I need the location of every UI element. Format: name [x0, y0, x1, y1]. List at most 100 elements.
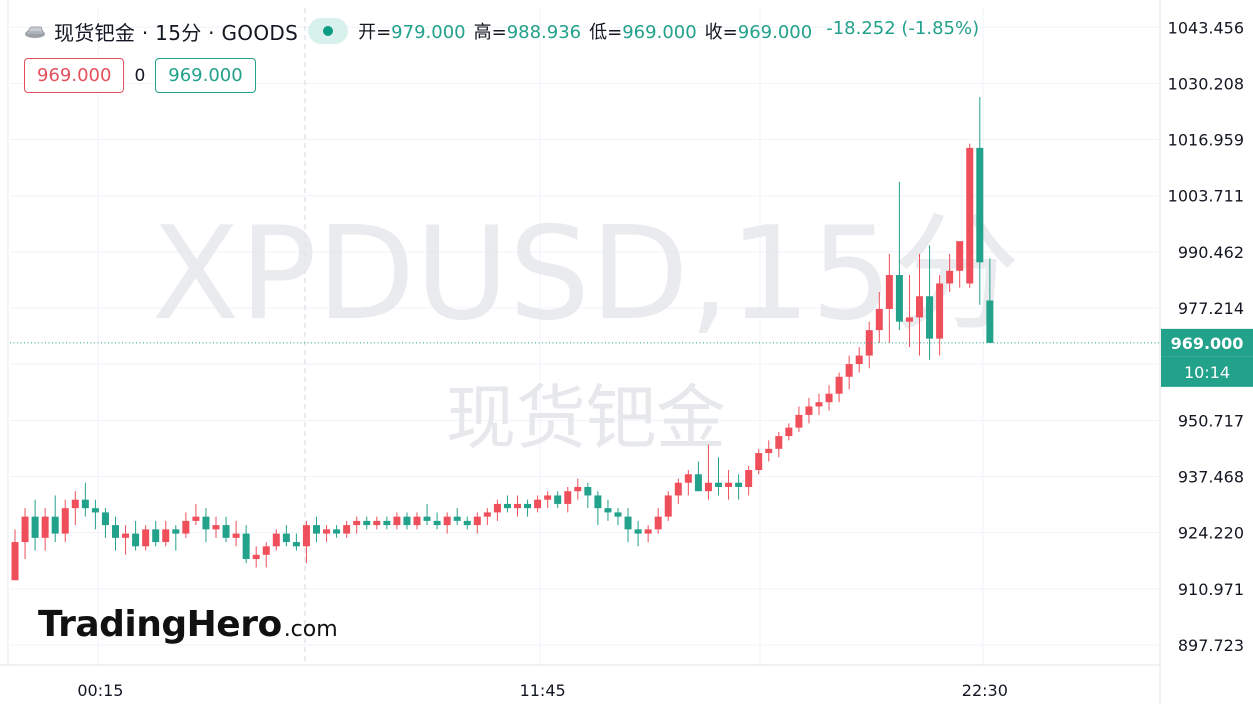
candle: [684, 470, 692, 496]
candle: [192, 503, 200, 526]
candle: [624, 508, 632, 543]
watermark-symbol: XPDUSD,15分: [152, 200, 1021, 349]
candle: [795, 406, 803, 432]
candle: [865, 321, 873, 369]
candle-body: [735, 482, 743, 487]
candle-body: [302, 525, 310, 547]
candle-body: [383, 520, 391, 526]
candle: [453, 508, 461, 526]
candle: [905, 275, 913, 348]
candle: [966, 143, 974, 288]
candle: [152, 520, 160, 547]
candle-body: [534, 499, 542, 509]
candle-body: [524, 503, 532, 509]
candle: [493, 499, 501, 521]
candle-body: [745, 470, 753, 487]
candle: [544, 491, 552, 509]
last-price-label-bg: [1161, 328, 1253, 357]
candle-body: [624, 516, 632, 530]
candle-body: [91, 508, 99, 513]
candle: [704, 444, 712, 500]
candle-body: [252, 554, 260, 560]
candle-body: [815, 402, 823, 407]
symbol-title[interactable]: 现货钯金 · 15分 · GOODS: [54, 20, 299, 45]
candle: [91, 499, 99, 530]
candle: [674, 478, 682, 504]
candle: [212, 516, 220, 538]
candle: [443, 512, 451, 534]
watermark-name: 现货钯金: [446, 377, 726, 459]
candle-body: [51, 516, 59, 534]
candle: [222, 516, 230, 543]
candle: [614, 508, 622, 526]
candle-body: [936, 283, 944, 339]
candle-body: [614, 512, 622, 517]
candle-body: [946, 270, 954, 284]
candle-body: [865, 330, 873, 356]
candle-body: [493, 503, 501, 513]
candle: [946, 253, 954, 292]
candle-body: [905, 317, 913, 322]
candle: [594, 491, 602, 526]
candle-body: [21, 516, 29, 543]
candle-body: [132, 533, 140, 547]
candle-body: [71, 499, 79, 509]
candle-body: [81, 499, 89, 509]
buy-button[interactable]: 969.000: [155, 58, 256, 93]
y-tick-label: 990.462: [1178, 243, 1244, 262]
market-status-badge[interactable]: [308, 18, 349, 44]
y-tick-label: 910.971: [1178, 580, 1244, 599]
sell-button[interactable]: 969.000: [24, 58, 125, 93]
candle: [262, 542, 270, 568]
candle: [855, 347, 863, 373]
candle: [403, 512, 411, 530]
y-tick-label: 950.717: [1178, 411, 1244, 430]
candle: [503, 495, 511, 513]
candle: [182, 512, 190, 538]
candle-body: [976, 147, 984, 263]
candle: [21, 508, 29, 560]
candle-body: [855, 355, 863, 365]
candle: [282, 525, 290, 547]
candle-body: [272, 533, 280, 547]
y-tick-label: 1030.208: [1168, 74, 1244, 93]
candle: [61, 499, 69, 543]
candle: [202, 508, 210, 543]
candle-body: [725, 482, 733, 487]
candle-body: [61, 508, 69, 534]
y-tick-label: 1003.711: [1168, 187, 1244, 206]
ohlc-high: 高=988.936: [473, 22, 582, 43]
x-tick-label: 11:45: [520, 681, 566, 700]
candle-body: [31, 516, 39, 538]
candle-body: [544, 495, 552, 500]
status-dot-icon: [323, 26, 334, 36]
candle: [272, 529, 280, 551]
candle: [71, 491, 79, 526]
candle: [875, 291, 883, 343]
candle-body: [845, 364, 853, 377]
candle: [554, 491, 562, 509]
candle: [694, 461, 702, 492]
candle: [534, 495, 542, 513]
bar-countdown: 10:14: [1184, 363, 1230, 382]
candle: [976, 97, 984, 305]
candle: [785, 423, 793, 441]
candle: [112, 516, 119, 551]
candle-body: [192, 516, 200, 521]
candle-body: [825, 393, 833, 403]
y-tick-label: 1016.959: [1168, 131, 1244, 150]
candle: [363, 516, 371, 530]
candle: [986, 258, 994, 343]
candle-body: [554, 495, 562, 504]
tradinghero-logo[interactable]: TradingHero .com: [38, 604, 338, 645]
candle: [172, 525, 180, 551]
candle: [313, 516, 320, 543]
candle-body: [152, 529, 160, 543]
candle: [885, 253, 893, 343]
candle-body: [775, 436, 783, 449]
candle: [122, 525, 130, 555]
candle: [81, 482, 89, 517]
candle: [956, 241, 964, 288]
